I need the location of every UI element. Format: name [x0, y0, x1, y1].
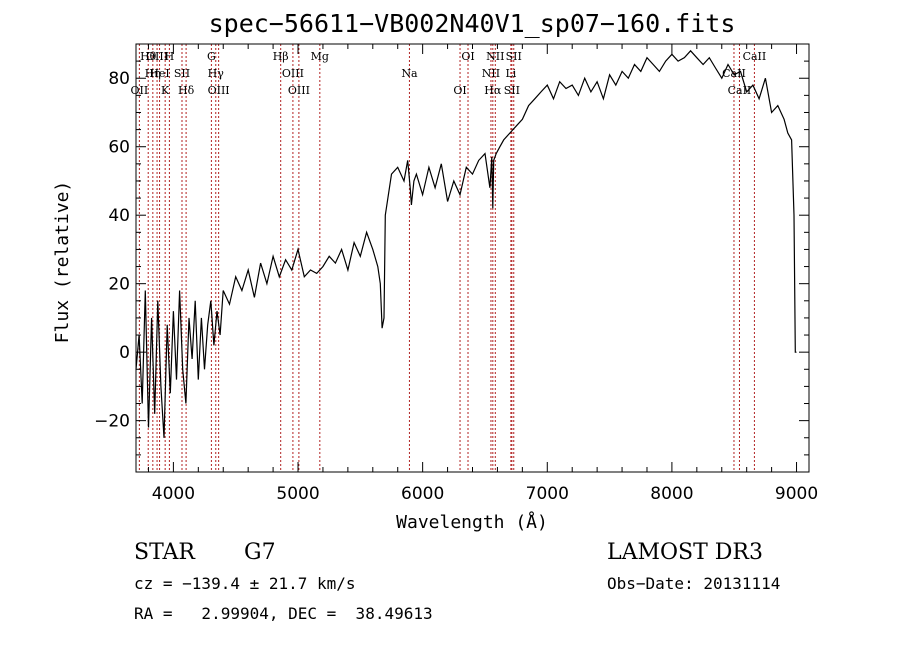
y-tick-label: −20	[94, 412, 130, 432]
line-label: HeI	[149, 67, 169, 80]
x-tick-label: 8000	[650, 484, 693, 504]
line-label: K	[161, 84, 170, 97]
line-label: OI	[453, 84, 466, 97]
line-label: G	[207, 50, 216, 63]
line-label: OIII	[282, 67, 304, 80]
y-tick-label: 20	[108, 275, 130, 295]
line-label: H	[165, 50, 175, 63]
line-label: Hδ	[178, 84, 195, 97]
chart-title: spec−56611−VB002N40V1_sp07−160.fits	[209, 9, 736, 38]
line-label: Li	[505, 67, 516, 80]
object-subclass: G7	[244, 540, 276, 565]
object-class: STAR	[134, 540, 195, 565]
x-tick-label: 9000	[775, 484, 818, 504]
spectrum-series	[135, 49, 797, 438]
line-label: CaII	[743, 50, 767, 63]
line-label: Hβ	[273, 50, 289, 63]
line-label: Mg	[311, 50, 329, 63]
line-label: NII	[482, 67, 500, 80]
x-tick-label: 7000	[526, 484, 569, 504]
x-tick-label: 5000	[276, 484, 319, 504]
x-tick-label: 6000	[401, 484, 444, 504]
line-label: OII	[131, 84, 149, 97]
y-axis: −20 0 20 40 60 80	[94, 60, 809, 456]
x-axis: 4000 5000 6000 7000 8000 9000	[147, 44, 818, 504]
y-tick-label: 60	[108, 138, 130, 158]
coordinates: RA = 2.99904, DEC = 38.49613	[134, 604, 433, 623]
line-label: Hθ	[140, 50, 157, 63]
line-label: OI	[461, 50, 474, 63]
line-label: SII	[504, 84, 520, 97]
line-label: Na	[401, 67, 418, 80]
y-tick-label: 0	[119, 343, 130, 363]
x-axis-label: Wavelength (Å)	[396, 511, 548, 533]
line-label: SII	[174, 67, 190, 80]
redshift-cz: cz = −139.4 ± 21.7 km/s	[134, 574, 356, 593]
line-label: OIII	[208, 84, 230, 97]
survey-name: LAMOST DR3	[607, 540, 763, 565]
line-label: Hγ	[208, 67, 225, 80]
y-axis-label: Flux (relative)	[52, 181, 73, 344]
line-label: NII	[486, 50, 504, 63]
line-label: OIII	[288, 84, 310, 97]
line-labels: Hθ Hη OII OIII HeI K H SII Hδ G Hγ OIII Hβ OIII OIII Mg…	[131, 50, 767, 97]
y-tick-label: 40	[108, 206, 130, 226]
line-label: SII	[506, 50, 522, 63]
y-tick-label: 80	[108, 69, 130, 89]
line-marks	[138, 44, 755, 472]
line-label: Hα	[484, 84, 502, 97]
plot-frame	[135, 43, 810, 473]
line-label: OIII	[146, 50, 168, 63]
line-label: Hη	[145, 67, 161, 80]
obs-date: Obs−Date: 20131114	[607, 574, 781, 593]
x-tick-label: 4000	[152, 484, 195, 504]
